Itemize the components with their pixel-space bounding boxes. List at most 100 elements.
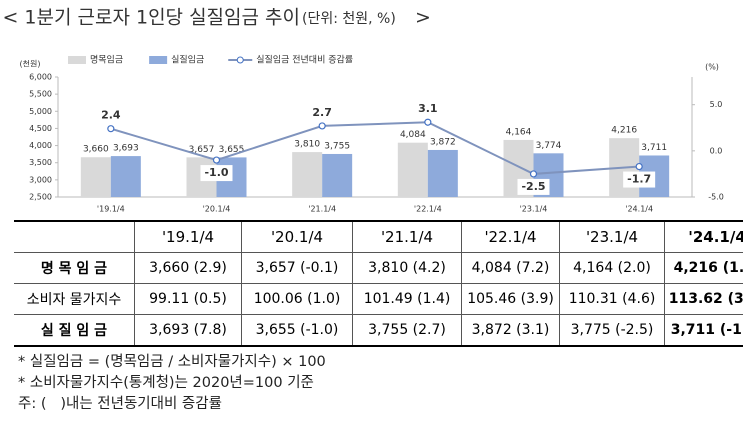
y-tick-label: 5,000 — [29, 107, 52, 116]
x-tick-label: '19.1/4 — [97, 205, 125, 214]
line-label-box — [623, 171, 656, 188]
line-marker — [212, 156, 221, 164]
bar — [80, 157, 111, 197]
chart: < 1분기 근로자 1인당 실질임금 추이 (단위: 천원, %) > (천원)… — [2, 7, 724, 214]
row-header: 소비자 물가지수 — [14, 283, 135, 315]
line-value-label: 3.1 — [418, 102, 438, 115]
y-tick-label: 4,000 — [29, 141, 52, 150]
column-header: '21.1/4 — [352, 220, 462, 253]
table-cell: 3,711 (-1.7) — [664, 314, 743, 347]
chart-title-end: > — [415, 7, 431, 29]
line-label-box — [517, 178, 550, 195]
line — [110, 121, 640, 175]
bar — [397, 142, 428, 197]
table-cell: 110.31 (4.6) — [559, 283, 665, 315]
bar-value-label: 3,810 — [294, 140, 320, 150]
header-row: '19.1/4'20.1/4'21.1/4'22.1/4'23.1/4'24.1… — [14, 220, 743, 253]
column-header: '23.1/4 — [559, 220, 665, 253]
table-cell: 3,655 (-1.0) — [241, 314, 353, 347]
table-cell: 4,084 (7.2) — [461, 252, 560, 284]
bar-value-label: 3,711 — [641, 143, 667, 153]
line-label-box — [306, 104, 339, 121]
note: * 실질임금 = (명목임금 / 소비자물가지수) × 100 — [18, 354, 326, 370]
bar-value-label: 4,164 — [506, 127, 532, 137]
table-cell: 113.62 (3.0) — [664, 283, 743, 315]
table-row: 실 질 임 금 3,693 (7.8) 3,655 (-1.0) 3,755 (2.7… — [14, 314, 743, 347]
note: 주: ( )내는 전년동기대비 증감률 — [18, 396, 222, 412]
y-tick-label: 4,500 — [29, 124, 52, 133]
chart-title-unit: (단위: 천원, %) — [302, 11, 396, 27]
line-value-label: 2.4 — [101, 109, 121, 122]
bar — [427, 149, 458, 197]
table-cell: 3,693 (7.8) — [134, 314, 242, 347]
table-cell: 3,657 (-0.1) — [241, 252, 353, 284]
line-marker — [635, 162, 643, 171]
x-tick-label: '23.1/4 — [520, 205, 548, 214]
column-header: '20.1/4 — [241, 220, 353, 253]
legend-swatch — [149, 56, 168, 64]
y-tick-label: 3,500 — [29, 158, 52, 167]
legend-label: 실질임금 전년대비 증감률 — [256, 54, 353, 66]
y-tick-label: 3,000 — [29, 175, 52, 184]
column-header: '24.1/4 — [664, 220, 743, 253]
bar-value-label: 3,655 — [219, 145, 245, 155]
x-tick-label: '22.1/4 — [414, 205, 442, 214]
legend-swatch — [68, 56, 86, 64]
line-label-box — [94, 107, 127, 124]
table-cell: 4,216 (1.3) — [664, 252, 743, 284]
bar — [322, 153, 353, 197]
table-cell: 3,775 (-2.5) — [559, 314, 665, 347]
table-cell: 3,872 (3.1) — [461, 314, 560, 347]
line-marker — [529, 170, 538, 178]
table-cell: 3,660 (2.9) — [134, 252, 242, 284]
line-value-label: 2.7 — [312, 106, 332, 119]
line-value-label: -1.7 — [627, 173, 651, 186]
table-row: 명 목 임 금 3,660 (2.9) 3,657 (-0.1) 3,810 (4.2… — [14, 252, 743, 284]
y2-tick-label: -5.0 — [708, 193, 724, 202]
line-marker — [424, 118, 432, 126]
bar-value-label: 3,774 — [536, 141, 562, 151]
data-table: '19.1/4'20.1/4'21.1/4'22.1/4'23.1/4'24.1… — [14, 220, 743, 347]
legend-label: 실질임금 — [171, 54, 204, 66]
line-marker — [107, 125, 115, 133]
y2-axis-label: (%) — [705, 63, 719, 72]
bar-value-label: 3,693 — [113, 144, 139, 154]
row-header: 실 질 임 금 — [14, 314, 135, 347]
line-value-label: -2.5 — [521, 180, 545, 193]
table-row: 소비자 물가지수 99.11 (0.5) 100.06 (1.0) 101.49 (1… — [14, 283, 743, 315]
table-cell: 100.06 (1.0) — [241, 283, 353, 315]
table-cell: 105.46 (3.9) — [461, 283, 560, 315]
line-label-box — [200, 165, 233, 182]
bar — [110, 156, 141, 197]
y-tick-label: 6,000 — [29, 73, 52, 82]
legend-label: 명목임금 — [90, 54, 123, 66]
bar — [292, 152, 323, 197]
corner-cell — [14, 220, 135, 253]
bar-value-label: 3,755 — [324, 141, 350, 151]
column-header: '19.1/4 — [134, 220, 242, 253]
bar-value-label: 4,216 — [611, 126, 637, 136]
table-cell: 99.11 (0.5) — [134, 283, 242, 315]
x-tick-label: '24.1/4 — [625, 205, 653, 214]
y-tick-label: 2,500 — [29, 193, 52, 202]
x-tick-label: '20.1/4 — [203, 205, 231, 214]
table-cell: 3,755 (2.7) — [352, 314, 462, 347]
bar-value-label: 3,660 — [83, 145, 109, 155]
line-value-label: -1.0 — [204, 166, 228, 179]
table-cell: 4,164 (2.0) — [559, 252, 665, 284]
table-cell: 3,810 (4.2) — [352, 252, 462, 284]
note: * 소비자물가지수(통계청)는 2020년=100 기준 — [18, 375, 314, 391]
y-tick-label: 5,500 — [29, 90, 52, 99]
legend-swatch — [236, 56, 244, 64]
y-axis-label: (천원) — [20, 59, 41, 69]
x-tick-label: '21.1/4 — [308, 205, 336, 214]
table-cell: 101.49 (1.4) — [352, 283, 462, 315]
bar-value-label: 4,084 — [400, 130, 426, 140]
y2-tick-label: 5.0 — [710, 100, 723, 109]
notes: * 실질임금 = (명목임금 / 소비자물가지수) × 100 * 소비자물가지수… — [18, 352, 326, 415]
bar-value-label: 3,872 — [430, 137, 456, 147]
line-label-box — [411, 101, 444, 118]
chart-title: < 1분기 근로자 1인당 실질임금 추이 — [2, 7, 300, 29]
bar-value-label: 3,657 — [189, 145, 215, 155]
